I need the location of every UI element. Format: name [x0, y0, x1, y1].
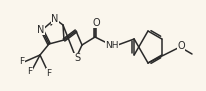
Text: S: S [74, 53, 80, 63]
Text: F: F [19, 57, 25, 66]
Text: N: N [51, 14, 59, 24]
Text: O: O [92, 17, 99, 27]
Text: NH: NH [105, 40, 118, 50]
Text: O: O [176, 41, 184, 51]
Text: F: F [46, 69, 51, 78]
Text: F: F [27, 67, 32, 76]
Text: N: N [37, 25, 44, 35]
